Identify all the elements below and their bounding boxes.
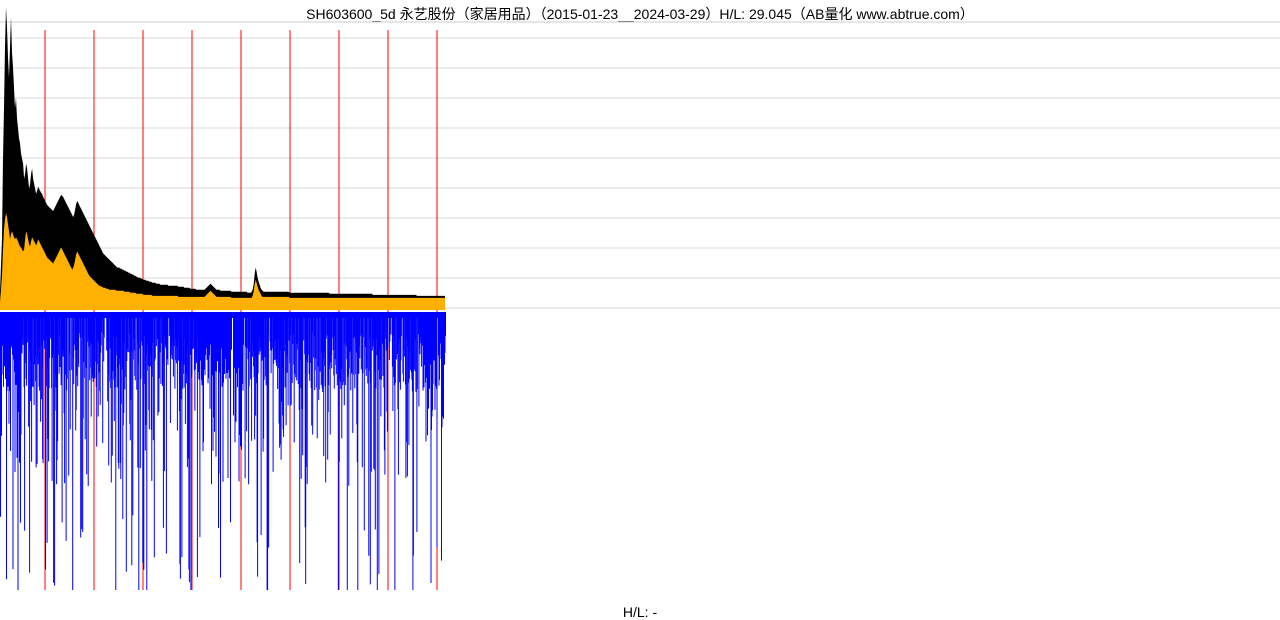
chart-footer: H/L: - — [0, 604, 1280, 620]
stock-chart — [0, 0, 1280, 620]
